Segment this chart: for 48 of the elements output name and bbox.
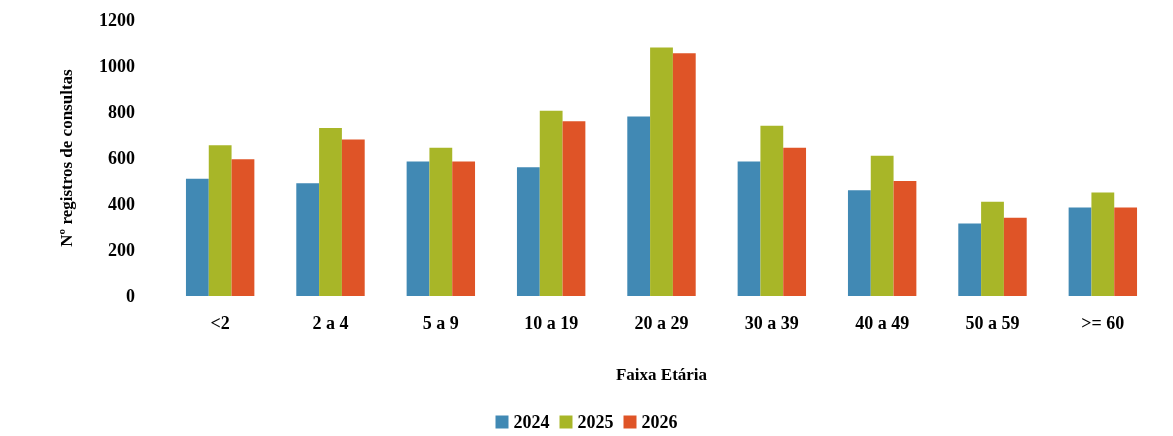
bar [627, 116, 651, 296]
x-tick-label: <2 [210, 313, 230, 333]
bar [406, 161, 430, 296]
bar [672, 53, 696, 296]
x-tick-label: 20 a 29 [634, 313, 689, 333]
x-tick-label: 50 a 59 [965, 313, 1020, 333]
bar [958, 223, 982, 296]
legend-label: 2026 [641, 412, 678, 432]
bar [341, 139, 365, 296]
y-tick-label: 800 [108, 102, 135, 122]
x-tick-label: 5 a 9 [422, 313, 459, 333]
bar [539, 110, 563, 296]
bar [760, 125, 784, 296]
bar [319, 128, 342, 296]
y-tick-label: 400 [108, 194, 135, 214]
x-tick-label: 10 a 19 [524, 313, 579, 333]
bar [650, 47, 673, 296]
bar [1003, 217, 1027, 296]
y-tick-label: 1200 [99, 10, 135, 30]
bar [208, 145, 232, 296]
bar [185, 178, 209, 296]
bar [1114, 207, 1138, 296]
bar [783, 147, 807, 296]
bar [893, 181, 917, 296]
y-tick-label: 1000 [99, 56, 135, 76]
bar [452, 161, 476, 296]
bar [296, 183, 320, 296]
x-tick-label: 40 a 49 [855, 313, 910, 333]
bar [1091, 192, 1115, 296]
bar [429, 147, 453, 296]
bar [847, 190, 871, 296]
bar [981, 201, 1004, 296]
x-tick-label: 2 a 4 [312, 313, 349, 333]
legend-label: 2024 [513, 412, 550, 432]
bar [562, 121, 586, 296]
y-axis-title: Nº registros de consultas [57, 68, 76, 247]
x-tick-label: 30 a 39 [744, 313, 799, 333]
x-axis-title: Faixa Etária [615, 365, 708, 384]
y-tick-label: 0 [126, 286, 135, 306]
bar [870, 155, 894, 296]
bar [737, 161, 761, 296]
y-tick-label: 600 [108, 148, 135, 168]
bar [1068, 207, 1092, 296]
bar [231, 159, 255, 296]
y-tick-label: 200 [108, 240, 135, 260]
legend-label: 2025 [577, 412, 614, 432]
x-tick-label: >= 60 [1081, 313, 1125, 333]
bar [516, 167, 540, 296]
